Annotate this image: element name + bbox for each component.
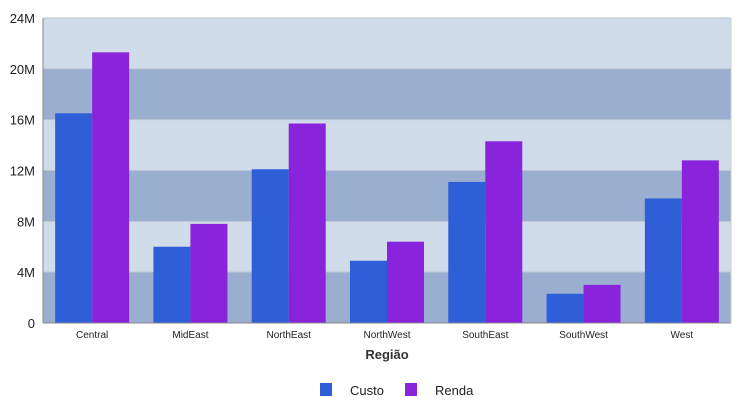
bar-custo-mideast (153, 246, 191, 323)
x-tick-label: NorthEast (266, 330, 311, 341)
y-tick-label: 8M (17, 214, 35, 229)
bar-renda-northwest (387, 241, 424, 323)
y-tick-labels: 0 4M 8M 12M 16M 20M 24M (10, 11, 35, 331)
x-tick-label: MidEast (172, 330, 208, 341)
bar-custo-southeast (448, 181, 486, 323)
bar-custo-northeast (251, 169, 289, 323)
x-tick-label: West (671, 330, 694, 341)
bar-renda-mideast (190, 223, 228, 323)
y-tick-label: 4M (17, 265, 35, 280)
legend-label-renda: Renda (435, 383, 474, 398)
bar-custo-central (55, 113, 93, 323)
y-tick-label: 0 (28, 316, 35, 331)
legend: Custo Renda (320, 383, 474, 398)
axes (42, 18, 732, 324)
x-tick-labels: Central MidEast NorthEast NorthWest SouthEas… (76, 330, 693, 341)
x-tick-label: NorthWest (363, 330, 410, 341)
legend-label-custo: Custo (350, 383, 384, 398)
y-tick-label: 20M (10, 62, 35, 77)
plot-band (43, 18, 731, 69)
bar-renda-west (681, 160, 719, 323)
legend-swatch-renda (405, 383, 417, 396)
plot-band (43, 170, 731, 222)
bar-renda-northeast (288, 123, 326, 324)
y-tick-label: 16M (10, 113, 35, 128)
x-tick-label: SouthWest (559, 330, 608, 341)
bar-custo-southwest (546, 293, 584, 323)
y-tick-label: 24M (10, 11, 35, 26)
bar-renda-southwest (583, 284, 621, 323)
bar-renda-southeast (485, 141, 523, 323)
plot-band (43, 68, 731, 120)
plot-bands (43, 18, 731, 323)
x-axis-label: Região (365, 347, 408, 362)
bar-custo-northwest (350, 260, 387, 323)
plot-band (43, 119, 731, 171)
x-tick-label: SouthEast (462, 330, 508, 341)
legend-swatch-custo (320, 383, 332, 396)
bars (55, 52, 719, 324)
x-tick-label: Central (76, 330, 108, 341)
y-tick-label: 12M (10, 164, 35, 179)
bar-renda-central (92, 52, 130, 323)
bar-custo-west (644, 198, 682, 323)
